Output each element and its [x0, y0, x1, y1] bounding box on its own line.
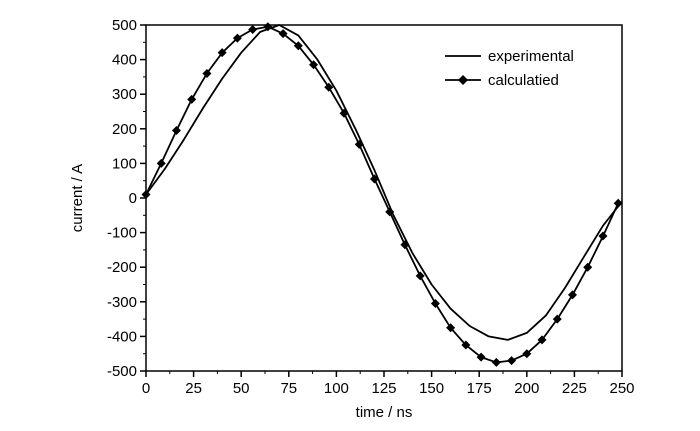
series-point-calculatied-15 — [369, 174, 379, 184]
series-point-calculatied-9 — [278, 29, 288, 39]
y-tick-label-6: 100 — [112, 155, 137, 172]
series-point-calculatied-13 — [339, 108, 349, 118]
legend-label-experimental: experimental — [488, 48, 574, 65]
series-layer — [141, 22, 623, 367]
legend: experimental calculatied — [445, 48, 574, 89]
y-axis: -500 -400 -300 -200 -100 0 100 200 300 400 500 — [107, 17, 146, 380]
series-point-calculatied-24 — [507, 356, 517, 366]
x-tick-label-9: 225 — [562, 380, 587, 397]
y-tick-label-7: 200 — [112, 121, 137, 138]
x-axis: 0 25 50 75 100 125 150 175 200 225 250 — [142, 371, 635, 397]
series-point-calculatied-16 — [385, 207, 395, 217]
series-point-calculatied-8 — [263, 22, 273, 32]
series-point-calculatied-28 — [567, 290, 577, 300]
y-tick-label-9: 400 — [112, 52, 137, 69]
series-point-calculatied-31 — [613, 198, 623, 208]
series-point-calculatied-5 — [217, 48, 227, 58]
x-tick-label-0: 0 — [142, 380, 150, 397]
series-point-calculatied-7 — [248, 24, 258, 34]
series-point-calculatied-4 — [202, 68, 212, 78]
series-point-calculatied-14 — [354, 139, 364, 149]
series-point-calculatied-17 — [400, 240, 410, 250]
series-point-calculatied-6 — [232, 33, 242, 43]
series-point-calculatied-12 — [324, 82, 334, 92]
series-point-calculatied-20 — [446, 323, 456, 333]
series-point-calculatied-26 — [537, 335, 547, 345]
x-tick-label-5: 125 — [371, 380, 396, 397]
x-tick-label-8: 200 — [514, 380, 539, 397]
series-point-calculatied-10 — [293, 41, 303, 51]
series-point-calculatied-18 — [415, 271, 425, 281]
x-axis-title: time / ns — [356, 404, 413, 421]
y-tick-label-3: -200 — [107, 259, 137, 276]
x-tick-label-3: 75 — [280, 380, 297, 397]
series-point-calculatied-25 — [522, 349, 532, 359]
series-point-calculatied-23 — [491, 357, 501, 367]
series-point-calculatied-1 — [156, 158, 166, 168]
x-tick-label-2: 50 — [233, 380, 250, 397]
y-tick-label-8: 300 — [112, 86, 137, 103]
y-axis-title: current / A — [69, 164, 86, 232]
x-tick-label-1: 25 — [185, 380, 202, 397]
x-tick-label-10: 250 — [609, 380, 634, 397]
legend-marker-calculatied — [458, 75, 468, 85]
x-tick-label-7: 175 — [467, 380, 492, 397]
x-tick-label-6: 150 — [419, 380, 444, 397]
series-line-calculatied — [145, 25, 620, 364]
series-point-calculatied-30 — [598, 231, 608, 241]
series-point-calculatied-11 — [309, 60, 319, 70]
series-point-calculatied-3 — [187, 94, 197, 104]
series-point-calculatied-21 — [461, 340, 471, 350]
series-point-calculatied-22 — [476, 352, 486, 362]
series-point-calculatied-27 — [552, 314, 562, 324]
y-tick-label-5: 0 — [129, 190, 137, 207]
y-tick-label-4: -100 — [107, 225, 137, 242]
series-point-calculatied-29 — [583, 262, 593, 272]
series-line-experimental — [145, 24, 623, 341]
y-tick-label-2: -300 — [107, 294, 137, 311]
series-point-calculatied-19 — [430, 299, 440, 309]
series-point-calculatied-0 — [141, 190, 151, 200]
x-tick-label-4: 100 — [324, 380, 349, 397]
series-point-calculatied-2 — [171, 126, 181, 136]
legend-label-calculatied: calculatied — [488, 72, 559, 89]
y-tick-label-0: -500 — [107, 363, 137, 380]
y-tick-label-10: 500 — [112, 17, 137, 34]
y-tick-label-1: -400 — [107, 328, 137, 345]
